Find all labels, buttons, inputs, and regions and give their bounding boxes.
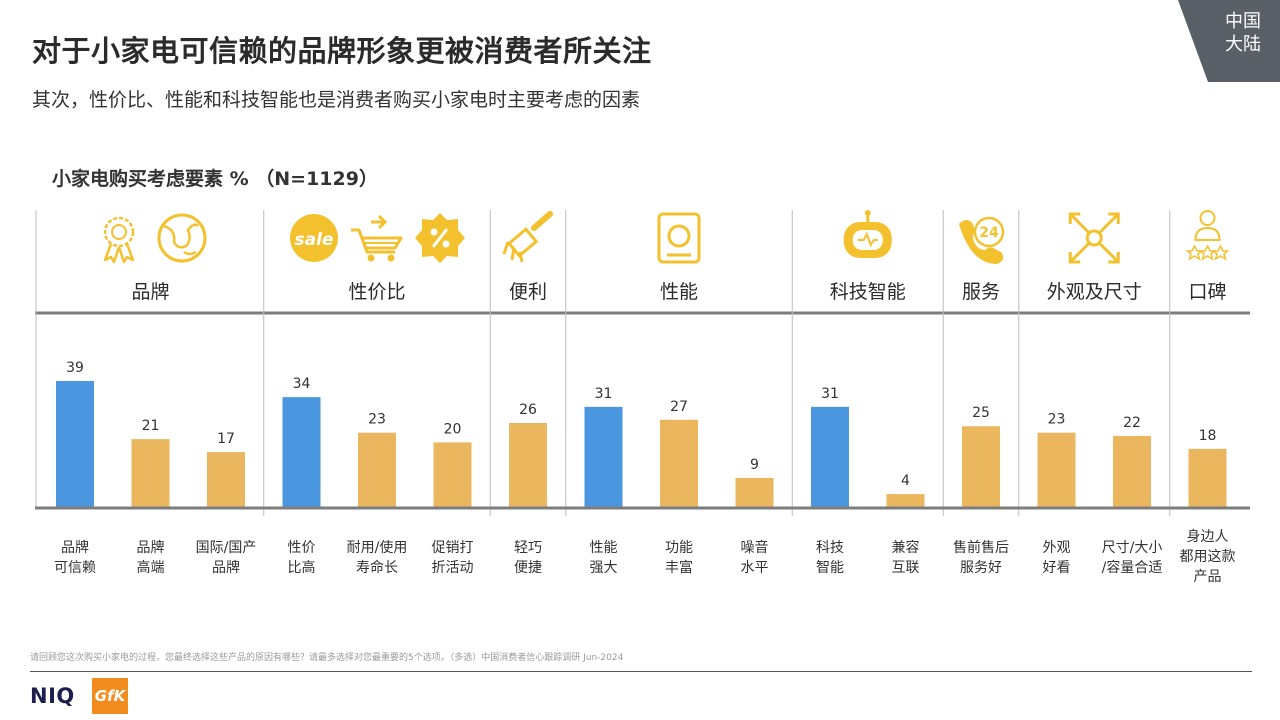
shopping-cart-icon [351, 214, 403, 262]
group-label: 科技智能 [830, 281, 906, 303]
x-tick-label: 科技智能 [816, 540, 844, 576]
x-tick-label: 外观好看 [1043, 540, 1071, 576]
user-rating-icon [1185, 210, 1230, 261]
x-tick-label: 促销打折活动 [432, 539, 474, 576]
group-label: 品牌 [131, 281, 169, 303]
data-label: 21 [142, 418, 160, 434]
bar [509, 423, 547, 507]
data-label: 23 [368, 412, 386, 428]
x-tick-label: 轻巧便捷 [514, 540, 542, 576]
data-label: 27 [670, 399, 688, 415]
robot-icon [843, 210, 892, 258]
x-tick-label: 兼容互联 [892, 539, 920, 576]
bar [811, 406, 849, 507]
expand-arrows-icon [1068, 212, 1120, 264]
region-label: 中国 大陆 [1225, 11, 1261, 55]
x-tick-label: 尺寸/大小/容量合适 [1102, 540, 1163, 576]
data-label: 34 [293, 376, 311, 392]
data-label: 31 [821, 386, 839, 402]
x-tick-label: 功能丰富 [665, 540, 693, 576]
x-tick-label: 耐用/使用寿命长 [347, 539, 408, 576]
x-tick-label: 售前售后服务好 [953, 539, 1009, 576]
niq-logo: NIQ [30, 684, 75, 708]
group-label: 性能 [660, 281, 698, 303]
group-label: 便利 [509, 281, 547, 303]
group-label: 外观及尺寸 [1047, 281, 1142, 303]
bar [735, 477, 774, 507]
x-tick-label: 国际/国产品牌 [196, 540, 257, 576]
data-label: 9 [750, 457, 759, 473]
svg-text:sale: sale [295, 230, 334, 250]
page-subtitle: 其次，性价比、性能和科技智能也是消费者购买小家电时主要考虑的因素 [32, 89, 641, 111]
data-label: 23 [1048, 412, 1066, 428]
group-label: 性价比 [348, 281, 405, 303]
footer-divider [30, 671, 1252, 672]
x-tick-label: 性价比高 [288, 540, 316, 576]
data-label: 17 [217, 431, 235, 447]
data-label: 26 [519, 402, 537, 418]
page-title: 对于小家电可信赖的品牌形象更被消费者所关注 [32, 34, 652, 68]
discount-badge-icon [415, 213, 465, 263]
bar [433, 442, 472, 507]
x-tick-label: 品牌高端 [137, 539, 165, 576]
x-tick-label: 身边人都用这款产品 [1180, 529, 1236, 585]
group-label: 服务 [962, 281, 1000, 303]
bar [131, 439, 170, 507]
bar [207, 452, 245, 507]
region-tag: 中国 大陆 [1170, 0, 1280, 82]
sale-tag-icon: sale [290, 214, 338, 262]
x-tick-label: 品牌可信赖 [54, 539, 96, 576]
bar [584, 406, 623, 507]
x-tick-label: 噪音水平 [741, 539, 769, 576]
cleaning-brush-icon [502, 211, 553, 263]
bar [886, 494, 925, 507]
bar [1188, 448, 1227, 507]
x-tick-label: 性能强大 [590, 540, 618, 576]
region-tag-shape [1178, 0, 1280, 82]
footnote: 请回顾您这次购买小家电的过程，您最终选择这些产品的原因有哪些？请最多选择对您最重… [30, 653, 624, 663]
group-label: 口碑 [1188, 281, 1226, 303]
chart-label: 小家电购买考虑要素 % （N=1129） [52, 168, 378, 190]
data-label: 25 [972, 405, 990, 421]
tablet-device-icon [657, 212, 701, 264]
bar [962, 426, 1000, 507]
bar [358, 432, 396, 507]
data-label: 18 [1199, 428, 1217, 444]
data-label: 22 [1123, 415, 1141, 431]
bar [1037, 432, 1076, 507]
svg-text:24: 24 [979, 225, 999, 241]
bar [56, 381, 94, 507]
data-label: 20 [444, 421, 462, 437]
gfk-logo: GfK [92, 678, 128, 714]
bar [1113, 435, 1151, 507]
data-label: 31 [595, 386, 613, 402]
globe-icon [157, 213, 207, 263]
24h-phone-icon: 24 [959, 216, 1005, 264]
data-label: 39 [66, 360, 84, 376]
bar [282, 397, 321, 507]
data-label: 4 [901, 473, 910, 489]
bar [660, 419, 698, 507]
award-ribbon-icon [103, 216, 135, 264]
